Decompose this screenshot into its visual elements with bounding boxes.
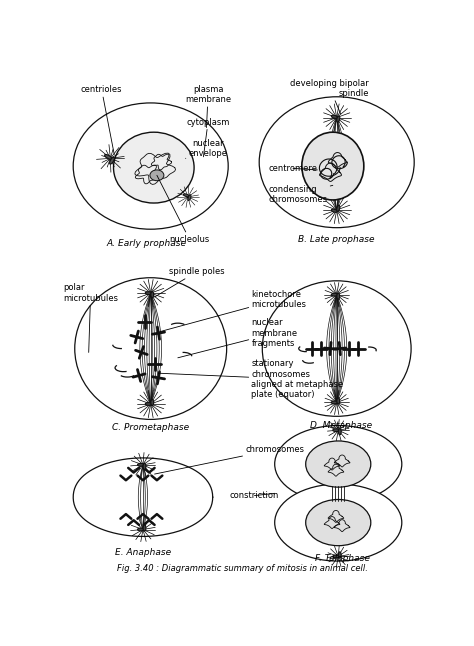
Ellipse shape [302,132,364,200]
Ellipse shape [151,291,154,298]
Text: nuclear
membrane
fragments: nuclear membrane fragments [178,318,298,358]
Ellipse shape [338,552,341,558]
Ellipse shape [183,194,189,197]
Ellipse shape [151,399,154,406]
Ellipse shape [145,402,152,406]
Ellipse shape [331,293,337,296]
Ellipse shape [337,398,340,404]
Text: D. Metaphase: D. Metaphase [310,421,372,430]
Text: F. Telophase: F. Telophase [315,554,370,563]
Text: condensing
chromosomes: condensing chromosomes [268,185,333,204]
Ellipse shape [150,170,164,181]
Text: plasma
membrane: plasma membrane [185,85,231,127]
Ellipse shape [333,555,339,558]
Ellipse shape [143,463,146,470]
Ellipse shape [275,426,402,503]
Text: polar
microtubules: polar microtubules [63,284,118,353]
Ellipse shape [109,157,114,164]
Text: constriction: constriction [230,491,279,500]
Polygon shape [73,458,213,536]
Text: centrioles: centrioles [81,85,122,154]
Text: B. Late prophase: B. Late prophase [299,234,375,244]
Ellipse shape [137,463,144,466]
Text: C. Prometaphase: C. Prometaphase [112,423,189,432]
Ellipse shape [337,293,340,299]
Text: nucleolus: nucleolus [157,175,210,244]
Ellipse shape [137,528,144,531]
Ellipse shape [331,209,337,213]
Ellipse shape [306,441,371,487]
Ellipse shape [331,115,337,118]
Ellipse shape [333,429,339,432]
Ellipse shape [259,97,414,227]
Ellipse shape [145,292,152,295]
Ellipse shape [306,499,371,546]
Text: spindle poles: spindle poles [155,267,225,297]
Ellipse shape [143,525,146,531]
Ellipse shape [105,154,111,159]
Ellipse shape [262,281,411,416]
Ellipse shape [113,132,194,203]
Ellipse shape [188,194,191,200]
Text: nuclear
envelope: nuclear envelope [186,139,228,158]
Text: Fig. 3.40 : Diagrammatic summary of mitosis in animal cell.: Fig. 3.40 : Diagrammatic summary of mito… [118,563,368,572]
Ellipse shape [275,484,402,561]
Ellipse shape [338,429,341,435]
Ellipse shape [337,116,340,122]
Ellipse shape [331,401,337,404]
Text: stationary
chromosomes
aligned at metaphase
plate (equator): stationary chromosomes aligned at metaph… [158,359,344,399]
Ellipse shape [73,103,228,229]
Text: chromosomes: chromosomes [155,445,304,474]
Text: kinetochore
microtubules: kinetochore microtubules [160,289,307,331]
Text: developing bipolar
spindle: developing bipolar spindle [291,79,369,114]
Ellipse shape [337,205,340,211]
Text: A. Early prophase: A. Early prophase [107,238,187,247]
Text: E. Anaphase: E. Anaphase [115,548,171,557]
Text: centromere: centromere [268,164,318,173]
Ellipse shape [75,278,227,419]
Text: cytoplasm: cytoplasm [186,118,230,157]
